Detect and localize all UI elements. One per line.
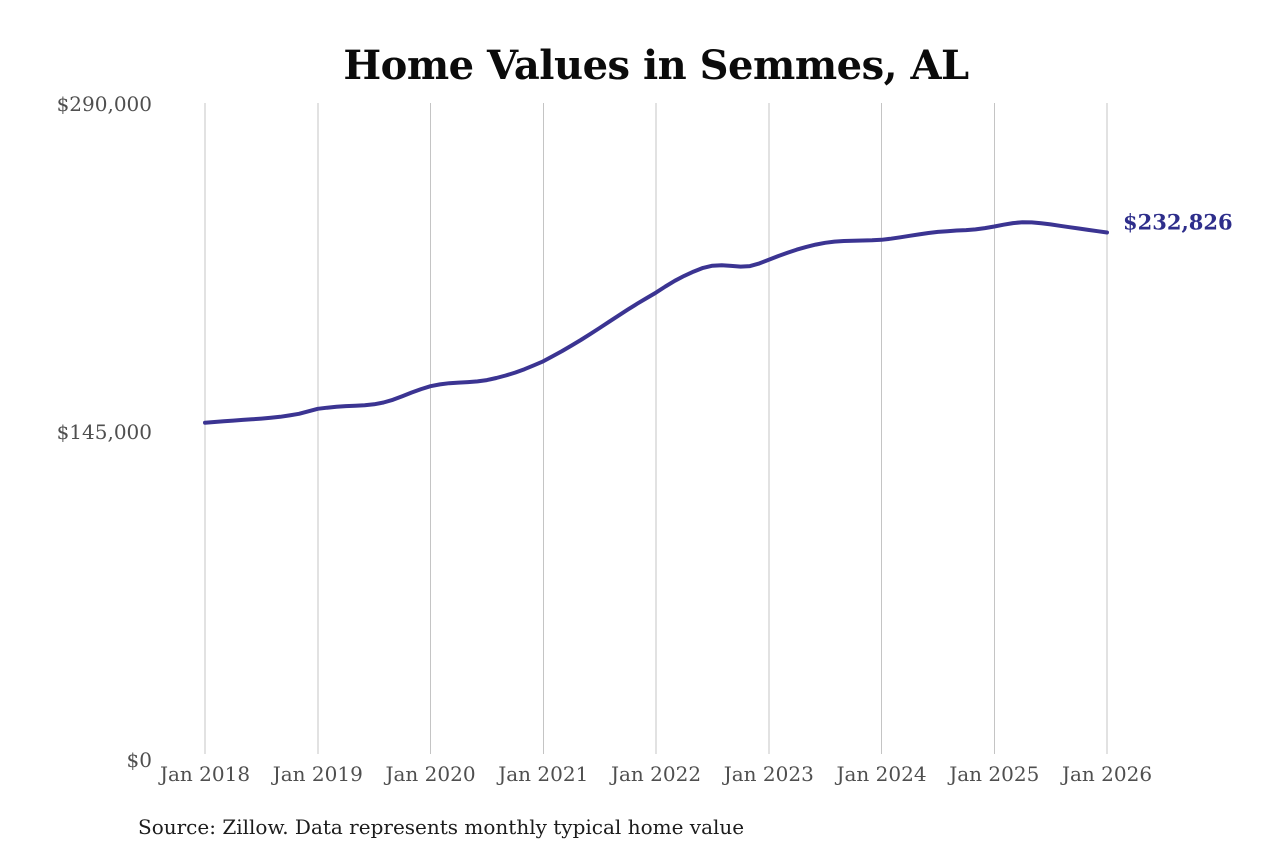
home-value-line (203, 220, 1109, 425)
chart-title: Home Values in Semmes, AL (343, 42, 969, 89)
source-note: Source: Zillow. Data represents monthly … (138, 815, 745, 839)
latest-value-label: $232,826 (1123, 209, 1233, 235)
y-axis-tick-label-0: $0 (126, 748, 152, 772)
y-axis-tick-label-290000: $290,000 (56, 92, 152, 116)
y-axis-tick-label-145000: $145,000 (56, 420, 152, 444)
